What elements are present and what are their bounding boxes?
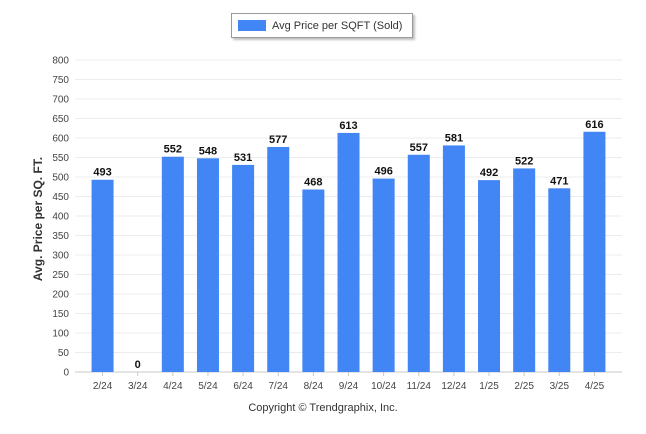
x-axis-ticks: 2/24 3/24 4/24 5/24 6/24 7/24 8/24 9/24 10/24 11/… <box>93 372 605 392</box>
y-tick-label: 600 <box>52 134 69 145</box>
data-label: 0 <box>135 359 141 371</box>
data-label: 577 <box>269 134 287 146</box>
x-tick-label: 2/25 <box>514 381 534 392</box>
y-axis-label: Avg. Price per SQ. FT. <box>31 157 45 281</box>
bar[interactable] <box>513 168 536 372</box>
bar[interactable] <box>91 179 114 372</box>
y-tick-label: 650 <box>52 114 69 125</box>
y-tick-label: 450 <box>52 192 69 203</box>
x-tick-label: 2/24 <box>93 381 113 392</box>
x-tick-label: 11/24 <box>407 381 432 392</box>
data-label: 522 <box>515 155 533 167</box>
y-tick-label: 400 <box>52 212 69 223</box>
y-tick-label: 700 <box>52 95 69 106</box>
bar[interactable] <box>337 132 360 372</box>
bar[interactable] <box>302 189 325 372</box>
data-label: 552 <box>164 144 182 156</box>
bars <box>91 131 606 372</box>
copyright-footer: Copyright © Trendgraphix, Inc. <box>248 402 398 414</box>
bar[interactable] <box>267 146 290 372</box>
x-tick-label: 3/24 <box>128 381 148 392</box>
x-tick-label: 6/24 <box>233 381 253 392</box>
x-tick-label: 7/24 <box>268 381 288 392</box>
y-tick-label: 150 <box>52 309 69 320</box>
data-label: 581 <box>445 132 463 144</box>
data-label: 496 <box>374 166 392 178</box>
bar[interactable] <box>548 188 571 372</box>
x-tick-label: 9/24 <box>339 381 359 392</box>
legend-swatch <box>238 20 266 31</box>
bar[interactable] <box>232 164 255 372</box>
y-tick-label: 750 <box>52 75 69 86</box>
bar[interactable] <box>442 145 465 372</box>
y-tick-label: 200 <box>52 290 69 301</box>
data-label: 471 <box>550 175 568 187</box>
y-tick-label: 100 <box>52 329 69 340</box>
data-labels: 493 0 552 548 531 577 468 613 496 557 581 492 522 471… <box>93 119 603 371</box>
y-axis-ticks: 0 50 100 150 200 250 300 350 400 450 500 550 600 650 7… <box>52 56 69 379</box>
bar[interactable] <box>478 180 501 372</box>
x-tick-label: 4/25 <box>585 381 605 392</box>
bar[interactable] <box>583 131 606 372</box>
bar[interactable] <box>196 158 219 372</box>
data-label: 613 <box>339 120 357 132</box>
y-tick-label: 350 <box>52 231 69 242</box>
data-label: 616 <box>585 119 603 131</box>
x-tick-label: 8/24 <box>304 381 324 392</box>
bar[interactable] <box>372 178 395 372</box>
data-label: 493 <box>93 167 111 179</box>
bar[interactable] <box>161 156 184 372</box>
data-label: 557 <box>410 142 428 154</box>
data-label: 531 <box>234 152 252 164</box>
bar[interactable] <box>407 154 430 372</box>
data-label: 548 <box>199 145 217 157</box>
data-label: 492 <box>480 167 498 179</box>
y-tick-label: 0 <box>63 368 69 379</box>
legend-label: Avg Price per SQFT (Sold) <box>272 19 403 32</box>
y-tick-label: 800 <box>52 56 69 67</box>
x-tick-label: 4/24 <box>163 381 183 392</box>
y-tick-label: 50 <box>58 348 70 359</box>
x-tick-label: 12/24 <box>441 381 466 392</box>
data-label: 468 <box>304 176 322 188</box>
x-tick-label: 10/24 <box>371 381 396 392</box>
x-tick-label: 5/24 <box>198 381 218 392</box>
y-tick-label: 500 <box>52 173 69 184</box>
y-tick-label: 250 <box>52 270 69 281</box>
x-tick-label: 1/25 <box>479 381 499 392</box>
x-tick-label: 3/25 <box>550 381 570 392</box>
y-tick-label: 550 <box>52 153 69 164</box>
y-tick-label: 300 <box>52 251 69 262</box>
chart-legend: Avg Price per SQFT (Sold) <box>231 13 413 38</box>
